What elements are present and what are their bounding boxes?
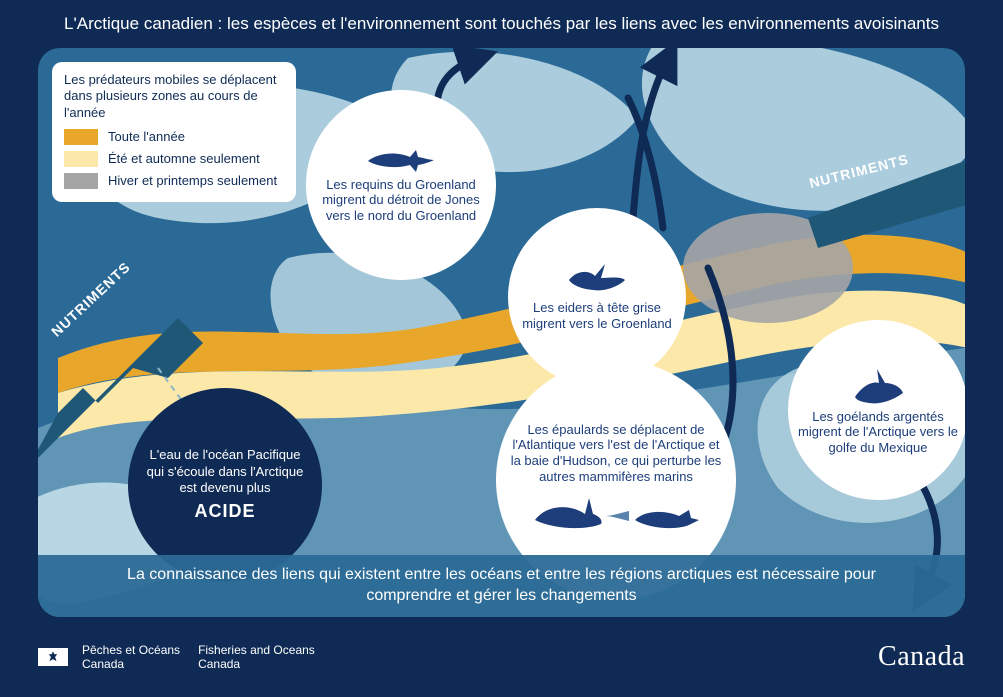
- dept-name-fr: Pêches et OcéansCanada: [82, 643, 180, 672]
- page-title: L'Arctique canadien : les espèces et l'e…: [0, 14, 1003, 34]
- legend-label: Hiver et printemps seulement: [108, 173, 277, 189]
- map-frame: NUTRIMENTS NUTRIMENTS Les prédateurs mob…: [38, 48, 965, 617]
- callout-text: Les goélands argentés migrent de l'Arcti…: [798, 409, 958, 456]
- legend-title: Les prédateurs mobiles se déplacent dans…: [64, 72, 284, 121]
- gov-signature: Pêches et OcéansCanada Fisheries and Oce…: [38, 643, 315, 672]
- legend-row: Été et automne seulement: [64, 151, 284, 167]
- callout-emph: ACIDE: [194, 500, 255, 523]
- legend-swatch-all-year: [64, 129, 98, 145]
- page-root: L'Arctique canadien : les espèces et l'e…: [0, 0, 1003, 697]
- legend-row: Toute l'année: [64, 129, 284, 145]
- legend-label: Été et automne seulement: [108, 151, 260, 167]
- callout-gull: Les goélands argentés migrent de l'Arcti…: [788, 320, 965, 500]
- callout-text: Les épaulards se déplacent de l'Atlantiq…: [506, 422, 726, 484]
- legend-swatch-winter-spring: [64, 173, 98, 189]
- whales-icon: [531, 490, 701, 534]
- shark-icon: [366, 147, 436, 173]
- callout-text: Les requins du Groenland migrent du détr…: [316, 177, 486, 224]
- callout-shark: Les requins du Groenland migrent du détr…: [306, 90, 496, 280]
- legend-row: Hiver et printemps seulement: [64, 173, 284, 189]
- footer: Pêches et OcéansCanada Fisheries and Oce…: [38, 633, 965, 681]
- canada-wordmark: Canada: [878, 641, 965, 673]
- gull-icon: [851, 365, 905, 405]
- callout-eider: Les eiders à tête grise migrent vers le …: [508, 208, 686, 386]
- callout-text: Les eiders à tête grise migrent vers le …: [518, 300, 676, 331]
- canada-flag-icon: [38, 648, 68, 666]
- caption: La connaissance des liens qui existent e…: [38, 555, 965, 617]
- callout-acid: L'eau de l'océan Pacifique qui s'écoule …: [128, 388, 322, 582]
- dept-name-en: Fisheries and OceansCanada: [198, 643, 315, 672]
- legend-swatch-summer-autumn: [64, 151, 98, 167]
- legend: Les prédateurs mobiles se déplacent dans…: [52, 62, 296, 202]
- callout-text: L'eau de l'océan Pacifique qui s'écoule …: [140, 447, 310, 496]
- legend-label: Toute l'année: [108, 129, 185, 145]
- duck-icon: [567, 262, 627, 296]
